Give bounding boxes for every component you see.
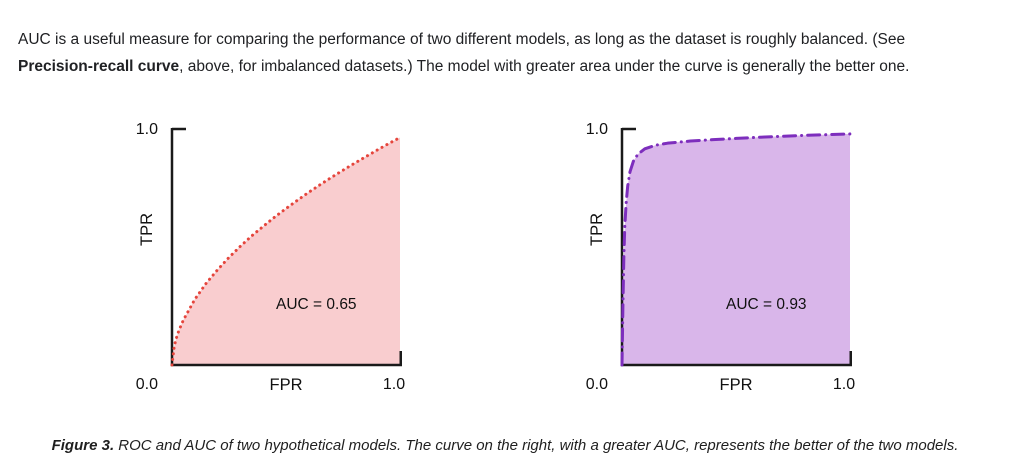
y-tick-1.0: 1.0 <box>135 121 158 138</box>
roc-chart-right: 1.0 TPR 0.0 FPR 1.0 AUC = 0.93 <box>562 110 902 410</box>
intro-text-2: , above, for imbalanced datasets.) The m… <box>179 58 910 75</box>
roc-curve <box>620 132 852 367</box>
intro-bold-precision-recall: Precision-recall curve <box>18 58 180 75</box>
roc-plot-right <box>620 127 852 367</box>
figure-caption: Figure 3. ROC and AUC of two hypothetica… <box>0 435 1010 455</box>
origin-tick-0.0: 0.0 <box>585 376 608 393</box>
y-axis-label-tpr: TPR <box>138 213 156 246</box>
roc-curve <box>170 135 402 367</box>
roc-plot-left <box>170 127 402 367</box>
y-axis-label-tpr: TPR <box>588 213 606 246</box>
intro-paragraph: AUC is a useful measure for comparing th… <box>18 26 998 81</box>
x-axis-label-fpr: FPR <box>269 376 303 394</box>
x-tick-1.0: 1.0 <box>382 376 406 393</box>
figure-caption-label: Figure 3. <box>51 437 115 454</box>
auc-annotation: AUC = 0.65 <box>276 296 357 313</box>
x-tick-1.0: 1.0 <box>832 376 856 393</box>
origin-tick-0.0: 0.0 <box>135 376 158 393</box>
figure-caption-text: ROC and AUC of two hypothetical models. … <box>114 437 959 454</box>
auc-annotation: AUC = 0.93 <box>726 296 807 313</box>
y-tick-1.0: 1.0 <box>585 121 608 138</box>
auc-area-fill <box>172 137 400 365</box>
auc-area-fill <box>622 133 850 365</box>
roc-chart-left: 1.0 TPR 0.0 FPR 1.0 AUC = 0.65 <box>112 110 452 410</box>
x-axis-label-fpr: FPR <box>719 376 753 394</box>
intro-text-1: AUC is a useful measure for comparing th… <box>18 30 906 48</box>
